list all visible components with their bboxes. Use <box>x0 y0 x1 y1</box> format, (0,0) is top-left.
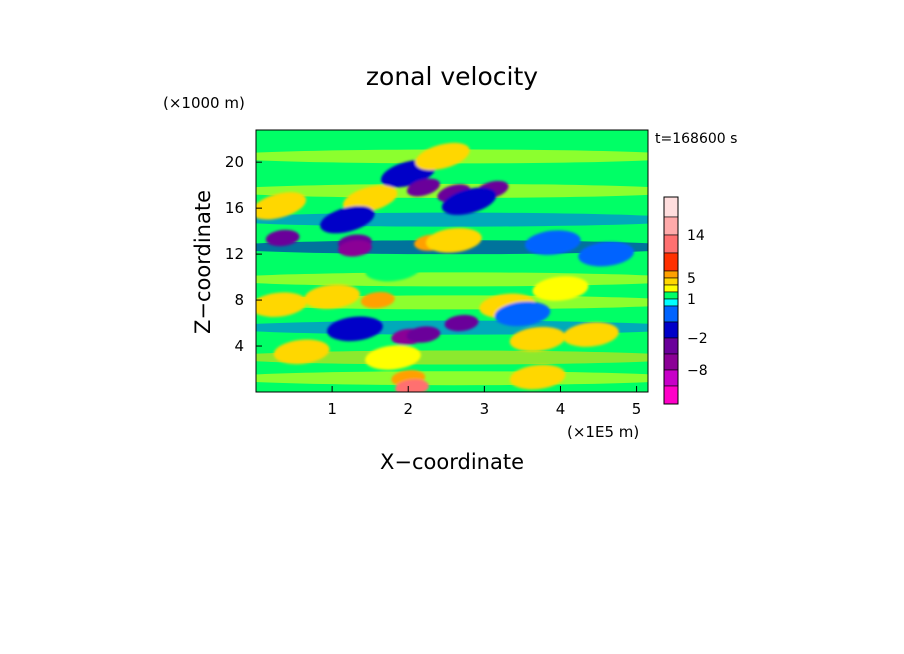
y-tick-label: 12 <box>225 245 244 263</box>
colorbar-segment <box>663 369 679 387</box>
x-unit-label: (×1E5 m) <box>567 423 639 441</box>
contour-band <box>256 272 648 287</box>
contour-band <box>256 371 648 386</box>
contour-feature <box>360 291 395 309</box>
colorbar-segment <box>663 277 679 286</box>
contour-band <box>256 350 648 365</box>
colorbar-segment <box>663 284 679 293</box>
colorbar-segment <box>663 385 679 405</box>
y-axis-ticks: 4 8 12 16 20 <box>225 153 262 355</box>
x-tick-label: 5 <box>632 400 642 418</box>
contour-feature <box>395 379 429 392</box>
colorbar-segment <box>663 305 679 323</box>
y-tick-label: 4 <box>234 337 244 355</box>
colorbar-tick-label: 1 <box>687 292 696 308</box>
colorbar-tick-label: 14 <box>687 228 705 244</box>
colorbar-segment <box>663 234 679 254</box>
colorbar-tick-label: −8 <box>687 363 708 379</box>
colorbar-segment <box>663 252 679 272</box>
contour-feature <box>406 178 441 197</box>
time-label: t=168600 s <box>655 131 737 147</box>
colorbar-frame <box>663 196 679 405</box>
y-tick-label: 8 <box>234 291 244 309</box>
contour-feature <box>365 256 421 282</box>
contour-feature <box>509 364 566 390</box>
contour-feature <box>338 240 372 257</box>
contour-feature <box>256 192 307 220</box>
contour-feature <box>265 229 300 247</box>
colorbar-segment <box>663 216 679 236</box>
y-tick-label: 16 <box>225 199 244 217</box>
contour-feature <box>304 284 360 309</box>
data-features <box>256 142 635 392</box>
y-unit-label: (×1000 m) <box>163 94 245 112</box>
colorbar-tick-label: 5 <box>687 271 696 287</box>
plot-area <box>256 130 648 392</box>
colorbar <box>663 196 679 405</box>
contour-feature <box>532 276 589 301</box>
colorbar-segment <box>663 196 679 218</box>
x-tick-label: 1 <box>327 400 337 418</box>
contour-feature <box>320 205 375 234</box>
colorbar-tick-label: −2 <box>687 331 708 347</box>
contour-feature <box>406 326 441 343</box>
colorbar-ticks: 14 5 1 −2 −8 <box>687 228 708 379</box>
contour-feature <box>444 314 479 332</box>
contour-feature <box>494 301 551 327</box>
contour-feature <box>563 322 619 347</box>
colorbar-segment <box>663 337 679 355</box>
contour-feature <box>365 345 421 370</box>
y-axis-label: Z−coordinate <box>191 190 215 334</box>
x-axis-ticks: 1 2 3 4 5 <box>327 386 641 418</box>
contour-feature <box>342 185 398 213</box>
colorbar-segment <box>663 353 679 371</box>
colorbar-segment <box>663 321 679 339</box>
contour-feature <box>273 339 330 365</box>
contour-feature <box>509 326 566 352</box>
x-tick-label: 2 <box>403 400 413 418</box>
y-tick-label: 20 <box>225 153 244 171</box>
x-tick-label: 3 <box>480 400 490 418</box>
colorbar-segment <box>663 270 679 279</box>
contour-feature <box>578 241 635 267</box>
contour-feature <box>256 292 307 317</box>
colorbar-segment <box>663 291 679 300</box>
chart-title: zonal velocity <box>366 62 538 91</box>
x-axis-label: X−coordinate <box>380 450 524 474</box>
contour-feature <box>415 142 470 171</box>
contour-feature <box>441 187 497 215</box>
plot-frame <box>255 129 649 393</box>
contour-feature <box>426 228 482 253</box>
colorbar-segment <box>663 298 679 307</box>
x-tick-label: 4 <box>556 400 566 418</box>
contour-feature <box>524 230 581 255</box>
contour-feature <box>327 316 383 342</box>
